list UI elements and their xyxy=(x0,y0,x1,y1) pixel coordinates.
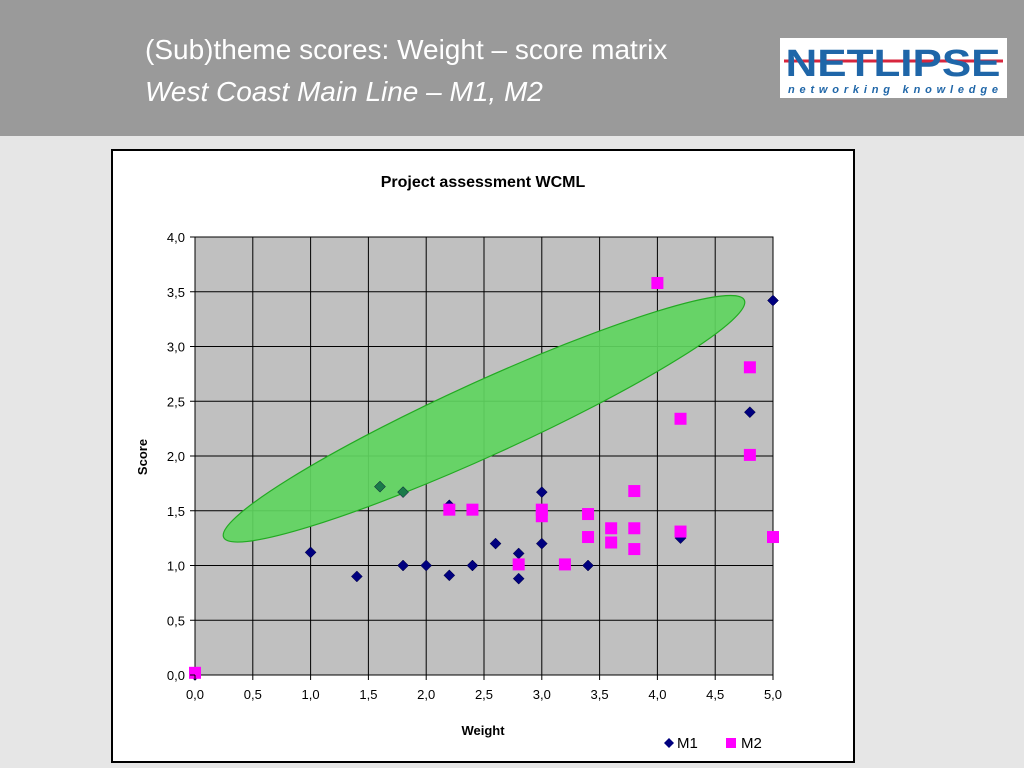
m2-point xyxy=(767,531,779,544)
m2-point xyxy=(743,361,756,374)
m1-point xyxy=(443,569,456,582)
y-tick-label: 1,5 xyxy=(167,504,185,519)
legend-m1-label: M1 xyxy=(677,735,698,752)
logo-wordmark: NETLIPSE xyxy=(786,43,1001,85)
m2-point xyxy=(628,543,641,556)
y-tick-label: 2,0 xyxy=(167,449,185,464)
x-tick-label: 1,0 xyxy=(302,687,320,702)
legend-m2-label: M2 xyxy=(741,735,762,752)
m2-point xyxy=(466,503,479,516)
m2-point xyxy=(628,522,641,535)
scatter-chart: 0,0 0,5 1,0 1,5 2,0 2,5 3,0 3,5 4,0 4,5 5,0 0,0 0,5 1… xyxy=(135,174,782,752)
m1-point xyxy=(350,570,363,583)
x-tick-label: 3,5 xyxy=(591,687,609,702)
m2-point xyxy=(582,508,595,521)
y-tick-label: 1,0 xyxy=(167,559,185,574)
m1-point xyxy=(767,294,779,307)
chart-container: 0,0 0,5 1,0 1,5 2,0 2,5 3,0 3,5 4,0 4,5 5,0 0,0 0,5 1… xyxy=(111,149,855,763)
m1-point xyxy=(397,486,409,498)
x-tick-label: 4,0 xyxy=(648,687,666,702)
slide-header: (Sub)theme scores: Weight – score matrix… xyxy=(0,0,1024,136)
m1-point xyxy=(304,546,317,559)
slide-subtitle: West Coast Main Line – M1, M2 xyxy=(145,76,543,107)
y-tick-label: 3,0 xyxy=(167,340,185,355)
m2-point xyxy=(674,412,687,425)
x-tick-label: 0,0 xyxy=(186,687,204,702)
m2-point xyxy=(674,525,687,538)
x-tick-label: 1,5 xyxy=(359,687,377,702)
x-tick-label: 2,0 xyxy=(417,687,435,702)
m1-point xyxy=(535,486,548,498)
data-points xyxy=(189,276,779,681)
y-tick-label: 0,5 xyxy=(167,613,185,628)
m2-point xyxy=(651,276,664,289)
m2-point xyxy=(628,485,641,498)
highlight-ellipse xyxy=(222,294,746,543)
slide-title: (Sub)theme scores: Weight – score matrix xyxy=(145,34,668,65)
logo-tagline: networking knowledge xyxy=(788,84,998,96)
m2-point xyxy=(605,536,618,549)
m1-point xyxy=(374,480,386,493)
m2-point xyxy=(605,522,618,535)
netlipse-logo: NETLIPSE networking knowledge xyxy=(780,38,1007,98)
x-axis-label: Weight xyxy=(461,723,505,738)
y-tick-label: 2,5 xyxy=(167,394,185,409)
x-tick-label: 0,5 xyxy=(244,687,262,702)
chart-title: Project assessment WCML xyxy=(381,174,586,191)
x-tick-label: 5,0 xyxy=(764,687,782,702)
m1-point xyxy=(397,559,409,572)
x-tick-label: 3,0 xyxy=(533,687,551,702)
legend-m1-marker xyxy=(664,738,674,748)
m2-point xyxy=(558,558,571,571)
legend-m2-marker xyxy=(726,738,736,748)
m1-point xyxy=(420,559,433,572)
m1-point xyxy=(535,537,548,550)
netlipse-logo-graphic: NETLIPSE networking knowledge xyxy=(784,43,1003,96)
m1-point xyxy=(744,406,756,419)
m1-point xyxy=(512,572,525,585)
axis-ticks: 0,0 0,5 1,0 1,5 2,0 2,5 3,0 3,5 4,0 4,5 5,0 0,0 0,5 1… xyxy=(167,230,782,702)
m2-point xyxy=(512,558,525,571)
y-tick-label: 3,5 xyxy=(167,285,185,300)
x-tick-label: 4,5 xyxy=(706,687,724,702)
m2-point xyxy=(743,448,756,461)
m1-point xyxy=(582,559,594,572)
y-axis-label: Score xyxy=(135,439,150,475)
y-tick-label: 0,0 xyxy=(167,668,185,683)
m2-point xyxy=(535,510,548,523)
m2-point xyxy=(189,666,201,679)
x-tick-label: 2,5 xyxy=(475,687,493,702)
y-tick-label: 4,0 xyxy=(167,230,185,245)
chart-legend: M1 M2 xyxy=(664,735,762,752)
m1-point xyxy=(466,559,479,572)
m2-point xyxy=(443,503,456,516)
m1-point xyxy=(489,537,502,550)
m2-point xyxy=(582,531,595,544)
